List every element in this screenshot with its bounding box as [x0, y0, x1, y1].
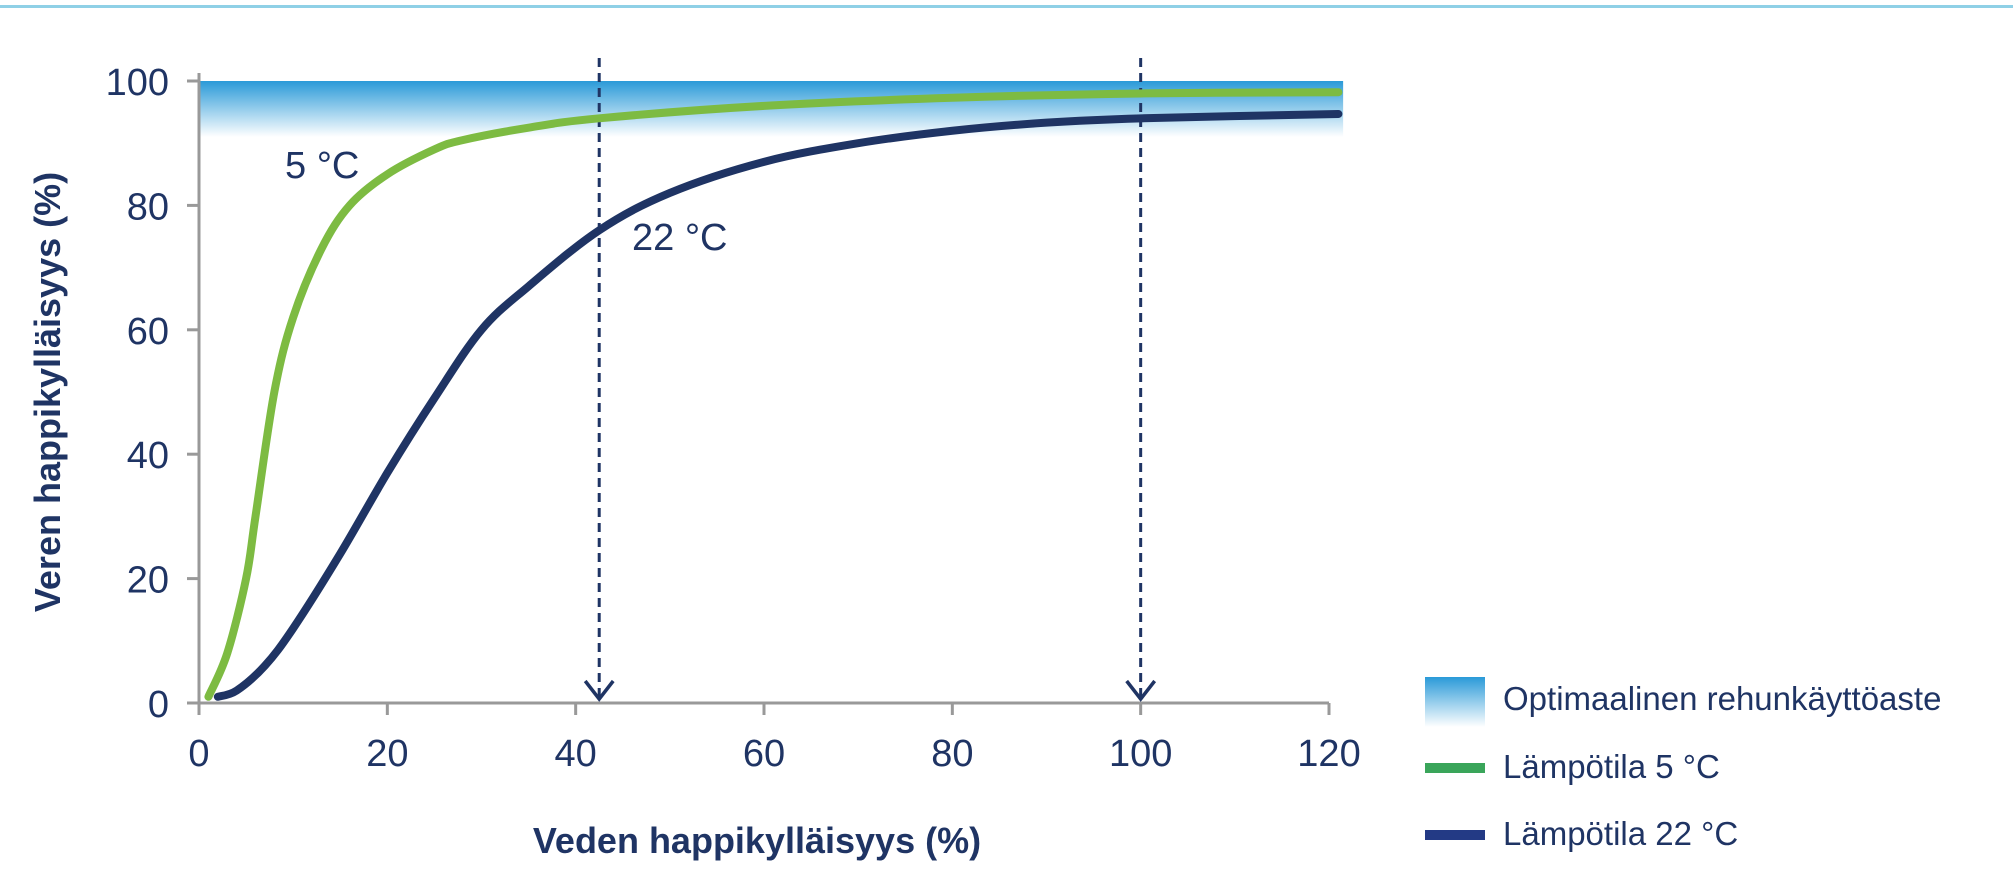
annotation-5c: 5 °C — [285, 145, 359, 187]
legend-swatch-22c — [1425, 830, 1485, 840]
y-tick-label: 60 — [127, 311, 169, 353]
x-tick-label: 120 — [1297, 733, 1360, 775]
legend-label-optimal: Optimaalinen rehunkäyttöaste — [1503, 680, 1942, 717]
legend-swatch-5c — [1425, 763, 1485, 773]
legend-item-5c: Lämpötila 5 °C — [1425, 745, 2013, 795]
legend-item-optimal: Optimaalinen rehunkäyttöaste — [1425, 675, 2013, 727]
legend-swatch-optimal — [1425, 677, 1485, 727]
y-tick-label: 80 — [127, 186, 169, 228]
arrow-down-icon — [583, 679, 615, 702]
x-tick-label: 80 — [931, 733, 973, 775]
legend-label-22c: Lämpötila 22 °C — [1503, 815, 1739, 852]
x-tick-label: 40 — [555, 733, 597, 775]
x-tick-label: 100 — [1109, 733, 1172, 775]
legend-label-5c: Lämpötila 5 °C — [1503, 748, 1720, 785]
top-rule — [0, 5, 2013, 8]
x-tick-label: 0 — [188, 733, 209, 775]
x-tick-label: 20 — [366, 733, 408, 775]
y-axis-label: Veren happikylläisyys (%) — [27, 172, 68, 612]
x-axis-label: Veden happikylläisyys (%) — [533, 820, 981, 861]
arrow-down-icon — [1125, 679, 1157, 702]
series-line-22c — [213, 109, 1343, 701]
y-tick-label: 0 — [148, 684, 169, 726]
y-tick-label: 20 — [127, 560, 169, 602]
x-tick-label: 60 — [743, 733, 785, 775]
legend-item-22c: Lämpötila 22 °C — [1425, 812, 2013, 862]
annotation-22c: 22 °C — [632, 217, 727, 259]
y-tick-label: 40 — [127, 435, 169, 477]
y-tick-label: 100 — [106, 62, 169, 104]
series-line-5c — [204, 88, 1343, 701]
